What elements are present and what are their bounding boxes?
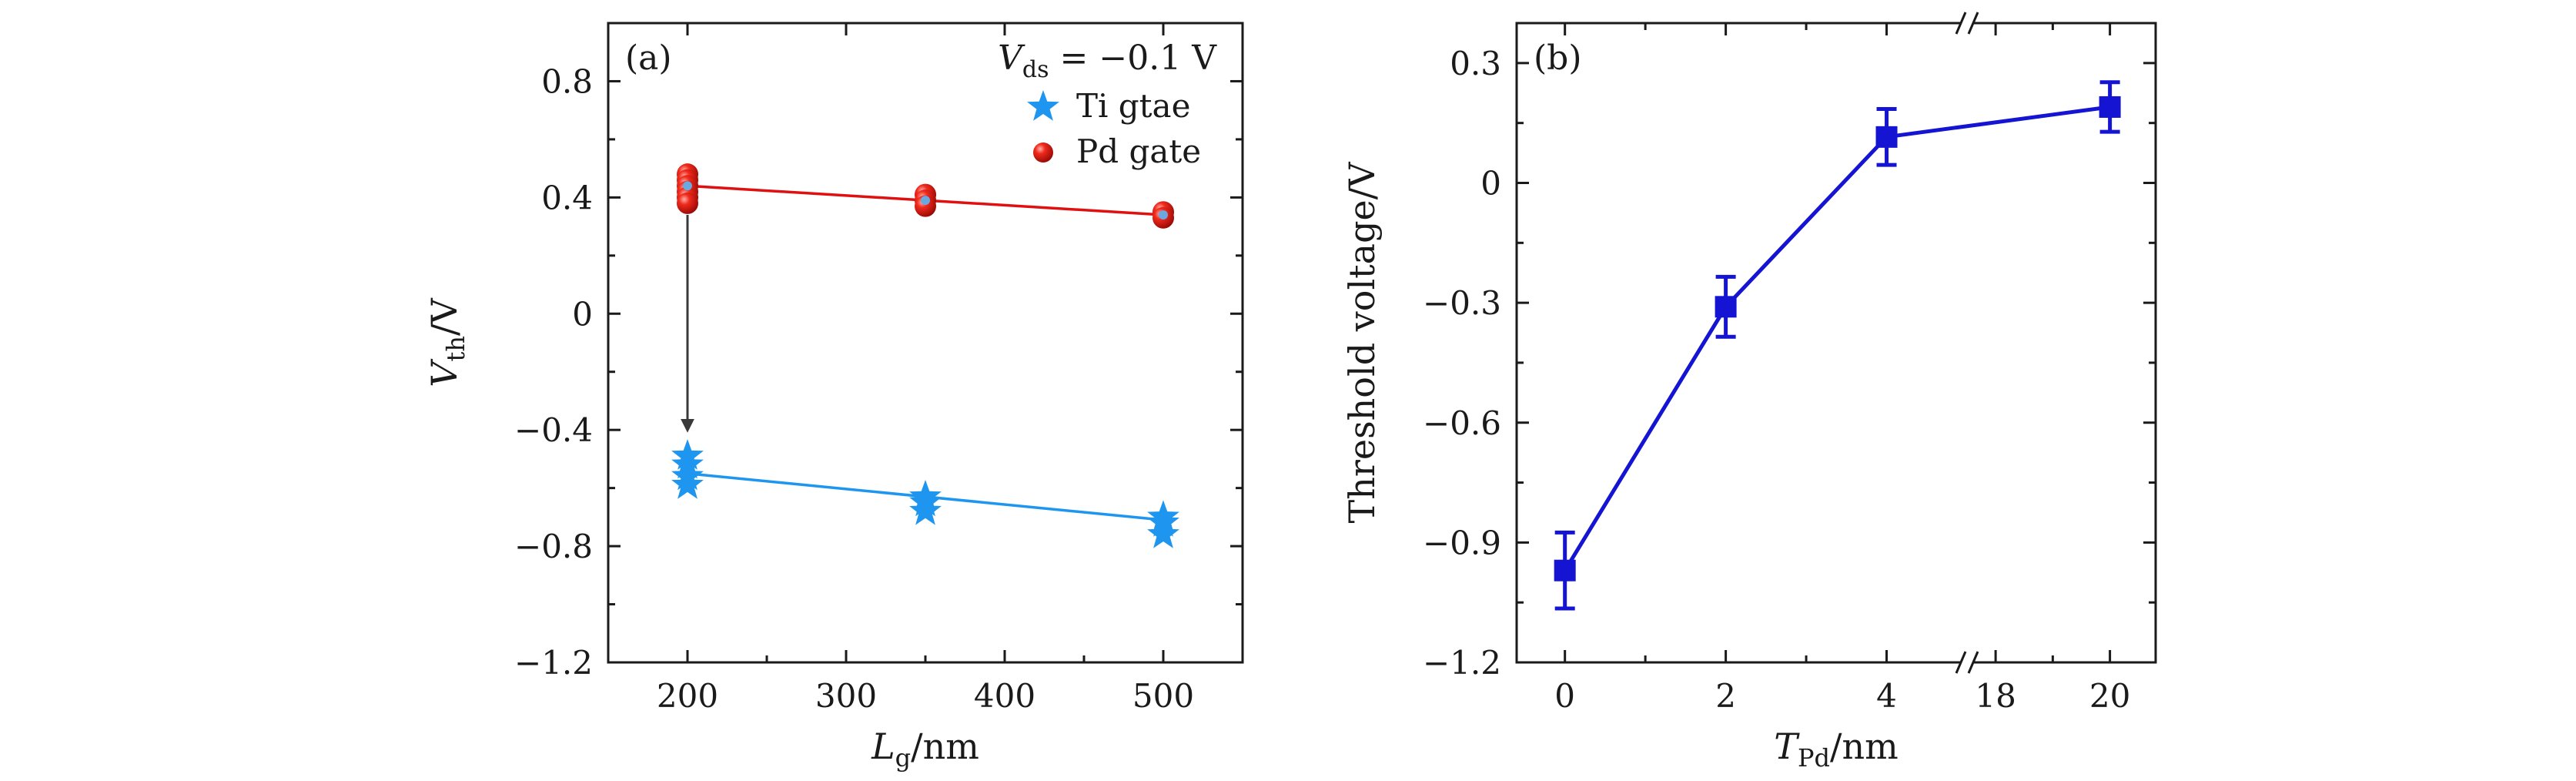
panel-b-xlabel: TPd/nm: [1774, 726, 1898, 773]
panel-b-ylabel: Threshold voltage/V: [1341, 162, 1383, 524]
panel-b-series: [1554, 80, 2121, 611]
panel-a-xlabel-unit: /nm: [911, 726, 979, 767]
legend-label-ti: Ti gtae: [1076, 87, 1190, 125]
y-tick-label: 0.3: [1450, 45, 1501, 82]
x-tick-label: 2: [1715, 677, 1736, 715]
panel-a-fit-lines: [687, 184, 1164, 521]
panel-a-ticks: 200 300 400 500 0.8 0.4 0 −0.4 −0.8 −1.2: [514, 22, 1243, 715]
break-slash: [1967, 651, 1979, 674]
ti-point: [1147, 518, 1179, 548]
series-line: [1563, 105, 2110, 572]
break-gap: [1962, 658, 1972, 667]
data-point-square: [1875, 126, 1898, 148]
vds-annotation-rest: = −0.1 V: [1060, 39, 1218, 78]
panel-a-xlabel-sub: g: [895, 743, 911, 773]
pd-point: [915, 195, 936, 217]
panel-a-xlabel-main: L: [871, 726, 895, 767]
x-tick-label: 18: [1975, 677, 2016, 715]
break-gap: [1962, 18, 1972, 28]
y-tick-label: −1.2: [514, 644, 593, 682]
y-tick-label: 0.4: [541, 179, 593, 216]
legend: Ti gtae Pd gate: [1027, 87, 1201, 170]
panel-a-frame: [607, 22, 1244, 664]
y-tick-label: −0.4: [514, 411, 593, 449]
panel-a-xlabel: Lg/nm: [871, 726, 979, 773]
legend-item-pd: Pd gate: [1033, 132, 1201, 170]
ti-point: [671, 468, 704, 499]
panel-a-ylabel-sub: th: [441, 336, 470, 361]
y-tick-label: −0.3: [1423, 284, 1501, 322]
break-slash: [1955, 12, 1967, 35]
y-tick-label: 0: [572, 295, 593, 333]
x-tick-label: 200: [657, 677, 718, 715]
pd-point: [677, 192, 698, 214]
panel-a-label: (a): [625, 39, 672, 78]
x-tick-label: 20: [2089, 677, 2130, 715]
legend-item-ti: Ti gtae: [1027, 87, 1190, 125]
y-tick-label: −1.2: [1423, 644, 1501, 682]
x-tick-label: 4: [1876, 677, 1897, 715]
break-slash: [1967, 12, 1979, 35]
y-tick-label: 0: [1480, 165, 1501, 203]
y-tick-label: −0.8: [514, 528, 593, 565]
panel-a-ylabel-main: V: [423, 358, 465, 387]
panel-b-ticks: 0 2 4 18 20 0.3 0 −0.3 −0.6 −0.9 −1.2: [1423, 23, 2156, 715]
x-tick-label: 500: [1132, 677, 1194, 715]
legend-label-pd: Pd gate: [1076, 132, 1201, 170]
x-tick-label: 0: [1554, 677, 1575, 715]
legend-star-marker: [1027, 90, 1059, 121]
data-point-square: [1554, 559, 1576, 582]
legend-sphere-marker: [1033, 142, 1053, 163]
panel-a: 200 300 400 500 0.8 0.4 0 −0.4 −0.8 −1.2 (a) Vds =…: [423, 22, 1244, 773]
panel-a-ylabel: Vth/V: [423, 298, 470, 387]
vds-annotation-v: V: [998, 39, 1025, 78]
panel-b-xlabel-unit: /nm: [1830, 726, 1899, 767]
panel-b-xlabel-sub: Pd: [1798, 743, 1830, 773]
pd-cluster-center: [921, 196, 930, 206]
pd-cluster-center: [1159, 210, 1168, 220]
panel-a-points: [671, 163, 1179, 548]
vds-annotation-sub: ds: [1022, 56, 1049, 83]
panel-b-xlabel-main: T: [1774, 726, 1800, 767]
panel-a-ylabel-unit: /V: [423, 298, 465, 336]
y-tick-label: −0.9: [1423, 524, 1501, 561]
x-tick-label: 400: [974, 677, 1035, 715]
ti-point: [909, 494, 942, 525]
x-tick-label: 300: [815, 677, 877, 715]
y-tick-label: −0.6: [1423, 404, 1501, 442]
panel-b: 0 2 4 18 20 0.3 0 −0.3 −0.6 −0.9 −1.2 (b) TPd/nm T…: [1341, 12, 2157, 773]
break-slash: [1955, 651, 1967, 674]
vds-annotation: Vds = −0.1 V: [998, 39, 1217, 83]
y-tick-label: 0.8: [541, 62, 593, 100]
panel-b-frame: [1515, 22, 2157, 664]
axis-break-marks: [1955, 12, 1979, 674]
panel-b-label: (b): [1534, 39, 1582, 78]
data-point-square: [2099, 96, 2121, 118]
data-point-square: [1715, 296, 1737, 318]
pd-cluster-center: [683, 181, 692, 191]
